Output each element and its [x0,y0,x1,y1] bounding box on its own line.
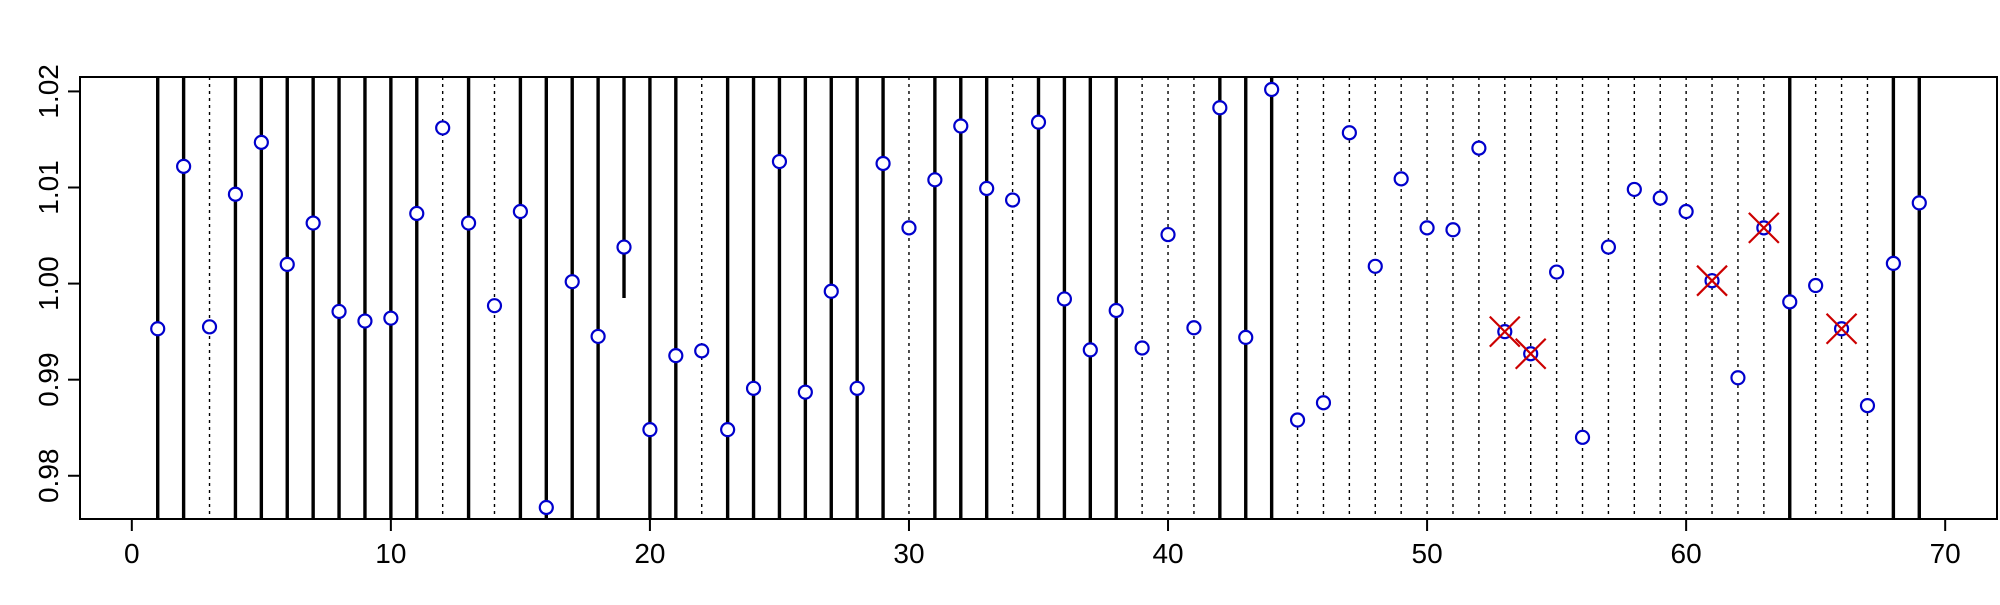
data-point-47 [1341,125,1357,141]
y-tick-label-4: 1.02 [33,64,64,119]
vertical-lines-layer [156,77,1921,519]
data-point-57 [1600,239,1617,255]
data-point-40 [1160,226,1176,243]
flag-marker-53 [1489,315,1521,348]
data-point-68 [1885,255,1901,272]
y-tick-label-1: 0.99 [33,352,64,407]
y-tick-label-3: 1.01 [33,160,64,215]
x-tick-label-60: 60 [1671,538,1702,569]
data-point-59 [1652,190,1668,206]
data-point-25 [771,153,788,170]
data-point-52 [1471,140,1487,156]
data-point-33 [979,180,995,197]
data-point-48 [1367,258,1383,274]
data-point-20 [642,422,658,438]
data-point-26 [797,384,813,400]
x-tick-label-20: 20 [634,538,665,569]
x-tick-label-10: 10 [375,538,406,569]
data-point-9 [357,313,373,329]
data-point-19 [616,239,632,255]
y-tick-label-2: 1.00 [33,256,64,311]
x-axis: 0 10 20 30 40 50 60 70 [124,519,1961,569]
data-point-11 [409,205,425,222]
data-point-6 [279,256,295,272]
data-point-24 [745,380,762,396]
data-point-35 [1030,114,1047,130]
data-point-39 [1134,340,1150,356]
data-point-56 [1574,429,1591,445]
data-point-31 [927,172,943,188]
data-point-8 [331,303,347,320]
data-point-67 [1859,398,1876,414]
x-tick-label-70: 70 [1930,538,1961,569]
data-point-14 [486,298,503,314]
flag-marker-61 [1696,264,1728,297]
data-point-28 [849,380,865,396]
data-point-15 [512,203,528,220]
data-point-30 [901,220,917,236]
data-point-41 [1186,320,1202,336]
data-point-50 [1419,220,1435,236]
data-point-10 [383,310,399,326]
data-point-22 [694,343,710,359]
data-point-17 [564,274,580,290]
data-point-5 [253,134,269,150]
data-point-58 [1626,181,1642,198]
data-point-36 [1056,291,1073,307]
data-point-64 [1782,294,1798,310]
data-point-16 [538,499,554,516]
data-point-34 [1004,192,1021,208]
data-point-37 [1082,342,1098,358]
data-point-27 [823,283,839,299]
y-axis: 0.98 0.99 1.00 1.01 1.02 [33,64,80,503]
x-tick-label-0: 0 [124,538,140,569]
data-point-29 [875,155,891,172]
x-tick-label-50: 50 [1412,538,1443,569]
x-tick-label-30: 30 [893,538,924,569]
data-point-21 [668,348,684,364]
data-point-65 [1808,277,1824,294]
data-point-62 [1730,370,1746,386]
data-point-32 [953,118,969,134]
data-point-43 [1238,329,1254,345]
data-point-18 [590,328,606,345]
data-point-2 [176,158,192,174]
x-tick-label-40: 40 [1152,538,1183,569]
flag-markers-layer [1489,212,1858,370]
data-point-55 [1549,264,1565,280]
data-point-51 [1445,222,1461,238]
data-point-45 [1289,412,1306,428]
flag-marker-66 [1825,312,1858,345]
flag-marker-63 [1748,212,1780,244]
data-point-1 [150,321,166,337]
data-point-69 [1911,195,1927,211]
data-point-42 [1212,100,1228,116]
data-point-44 [1264,81,1280,98]
flag-marker-54 [1514,337,1547,370]
data-point-12 [435,120,451,136]
data-point-46 [1315,395,1332,411]
data-point-3 [201,319,218,335]
y-tick-label-0: 0.98 [33,449,64,504]
data-point-60 [1678,203,1694,220]
data-point-49 [1393,171,1409,187]
data-point-4 [227,186,244,202]
data-point-13 [460,215,477,231]
data-point-38 [1108,302,1124,319]
data-point-7 [305,215,321,231]
plot-frame [79,76,1998,520]
data-point-23 [720,422,736,438]
